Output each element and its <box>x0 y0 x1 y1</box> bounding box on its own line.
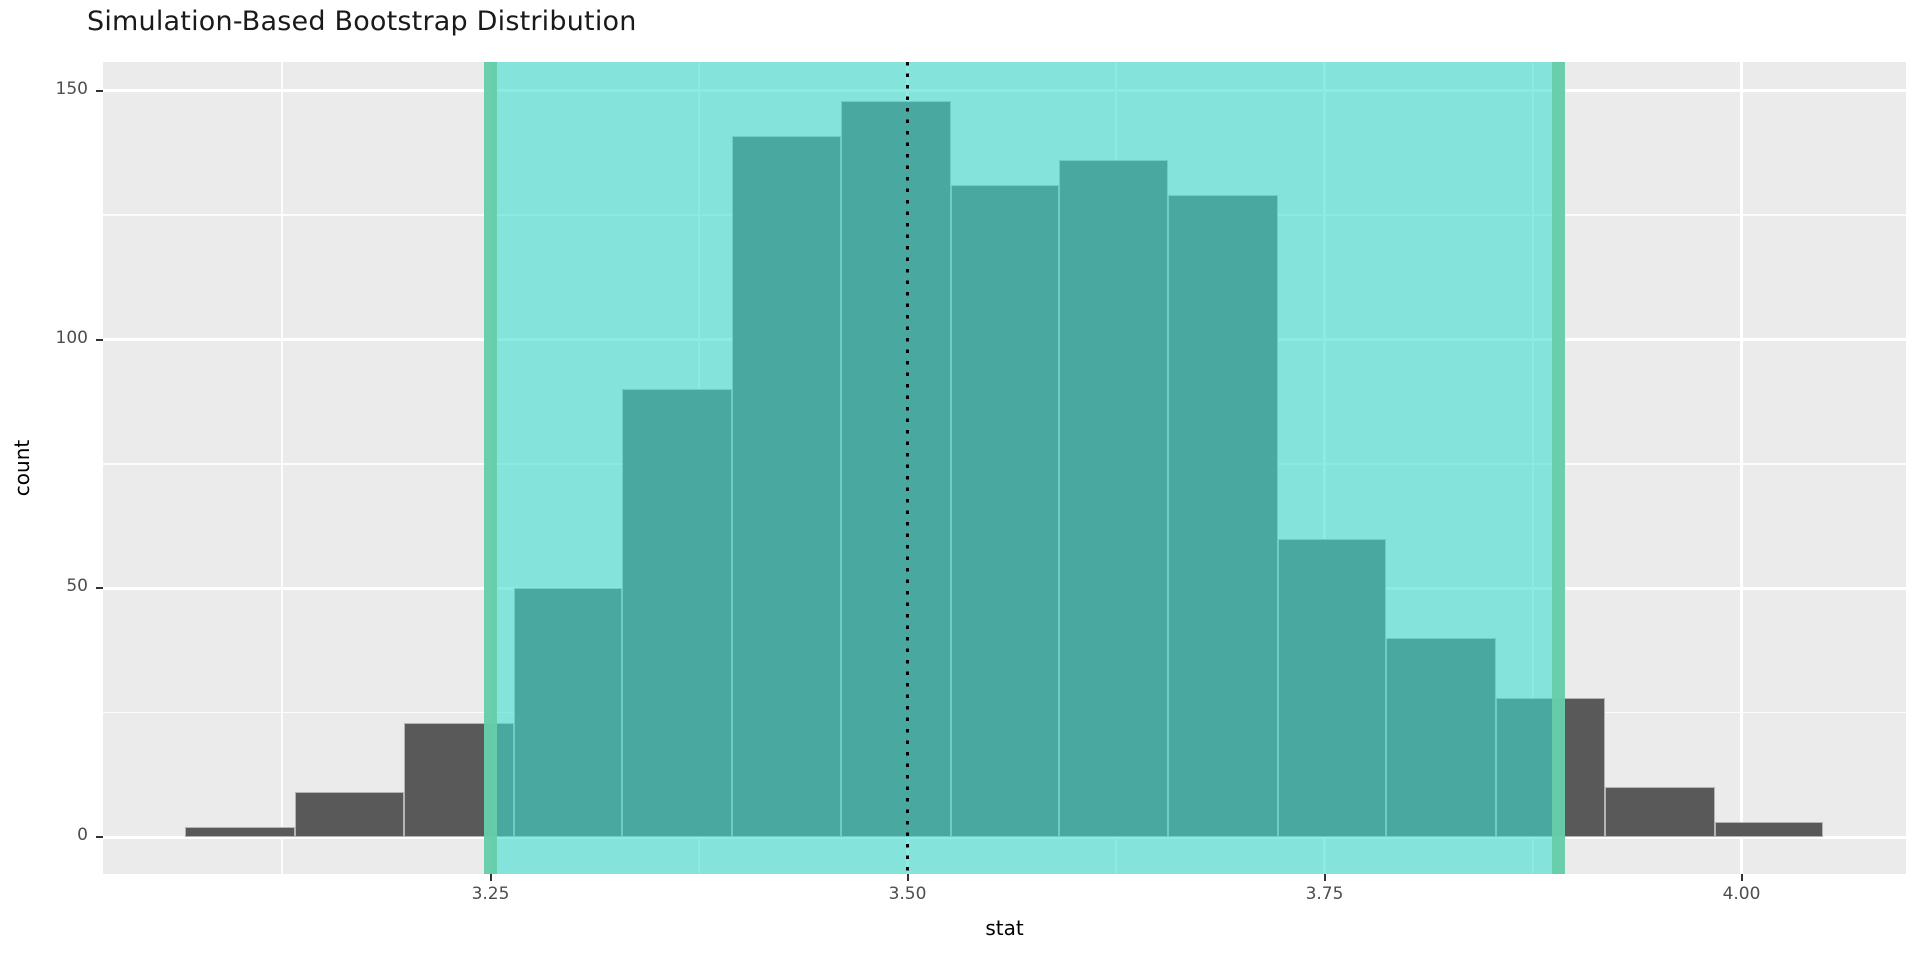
ci-lower-line <box>484 62 497 874</box>
plot-title: Simulation-Based Bootstrap Distribution <box>87 6 637 37</box>
y-axis-tick-mark <box>96 338 103 341</box>
x-axis-tick-label: 3.50 <box>888 884 927 904</box>
y-axis-tick-label: 0 <box>77 825 88 845</box>
x-axis-tick-mark <box>906 874 909 881</box>
x-axis-tick-label: 4.00 <box>1722 884 1761 904</box>
gridline-major-vertical <box>1740 62 1743 874</box>
y-axis-tick-label: 100 <box>55 327 88 348</box>
confidence-interval-shade <box>490 62 1559 874</box>
gridline-minor-vertical <box>281 62 283 874</box>
histogram-bar <box>295 792 404 837</box>
x-axis-tick-label: 3.75 <box>1305 884 1344 904</box>
y-axis-tick-mark <box>96 89 103 92</box>
y-axis-tick-mark <box>96 836 103 838</box>
histogram-bar <box>185 827 296 837</box>
histogram-bar <box>1604 787 1715 837</box>
x-axis-title: stat <box>985 916 1024 940</box>
y-axis-tick-label: 150 <box>55 78 88 99</box>
y-axis-title: count <box>10 439 34 497</box>
x-axis-tick-mark <box>489 874 492 881</box>
x-axis-tick-label: 3.25 <box>471 884 510 904</box>
x-axis-tick-mark <box>1323 874 1326 881</box>
y-axis-tick-label: 50 <box>66 576 88 597</box>
ci-upper-line <box>1551 62 1565 874</box>
histogram-bar <box>1714 822 1824 837</box>
x-axis-tick-mark <box>1740 874 1743 881</box>
point-estimate-dotted-line <box>906 62 909 874</box>
y-axis-tick-mark <box>96 587 103 590</box>
